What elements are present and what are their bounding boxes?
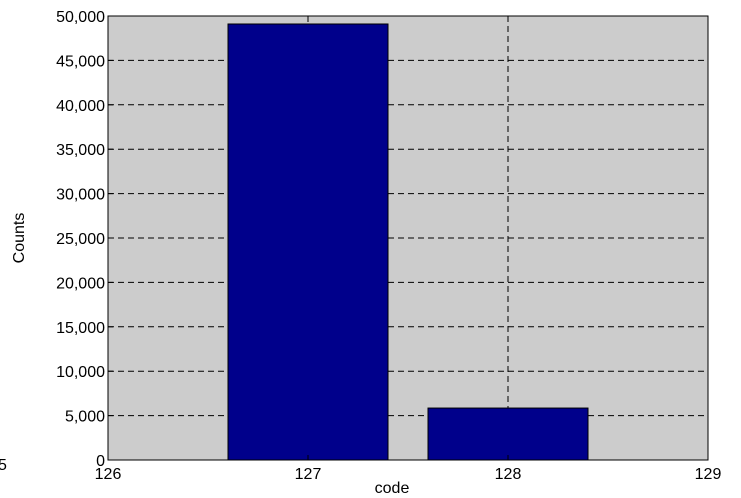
bar-127 bbox=[227, 23, 389, 461]
x-tick-label: 126 bbox=[95, 466, 122, 483]
y-tick-label: 10,000 bbox=[56, 364, 105, 381]
y-tick-label: 15,000 bbox=[56, 320, 105, 337]
clipped-text: 5 bbox=[0, 457, 7, 474]
y-tick-label: 5,000 bbox=[65, 409, 105, 426]
x-axis-label: code bbox=[375, 480, 410, 497]
y-tick-label: 20,000 bbox=[56, 275, 105, 292]
x-tick-label: 128 bbox=[495, 466, 522, 483]
x-tick-label: 127 bbox=[295, 466, 322, 483]
y-tick-label: 30,000 bbox=[56, 187, 105, 204]
x-tick-label: 129 bbox=[695, 466, 722, 483]
y-tick-label: 45,000 bbox=[56, 53, 105, 70]
y-axis-ticks: 0 5,000 10,000 15,000 20,000 25,000 30,000 35,0… bbox=[56, 9, 113, 470]
bar-128 bbox=[427, 407, 589, 461]
y-tick-label: 25,000 bbox=[56, 231, 105, 248]
y-axis-label: Counts bbox=[11, 213, 28, 264]
y-tick-label: 35,000 bbox=[56, 142, 105, 159]
y-tick-label: 50,000 bbox=[56, 9, 105, 26]
bars bbox=[227, 23, 589, 461]
x-axis-ticks: 126 127 128 129 bbox=[95, 455, 722, 483]
y-tick-label: 40,000 bbox=[56, 98, 105, 115]
y-tick-label: 0 bbox=[96, 453, 105, 470]
